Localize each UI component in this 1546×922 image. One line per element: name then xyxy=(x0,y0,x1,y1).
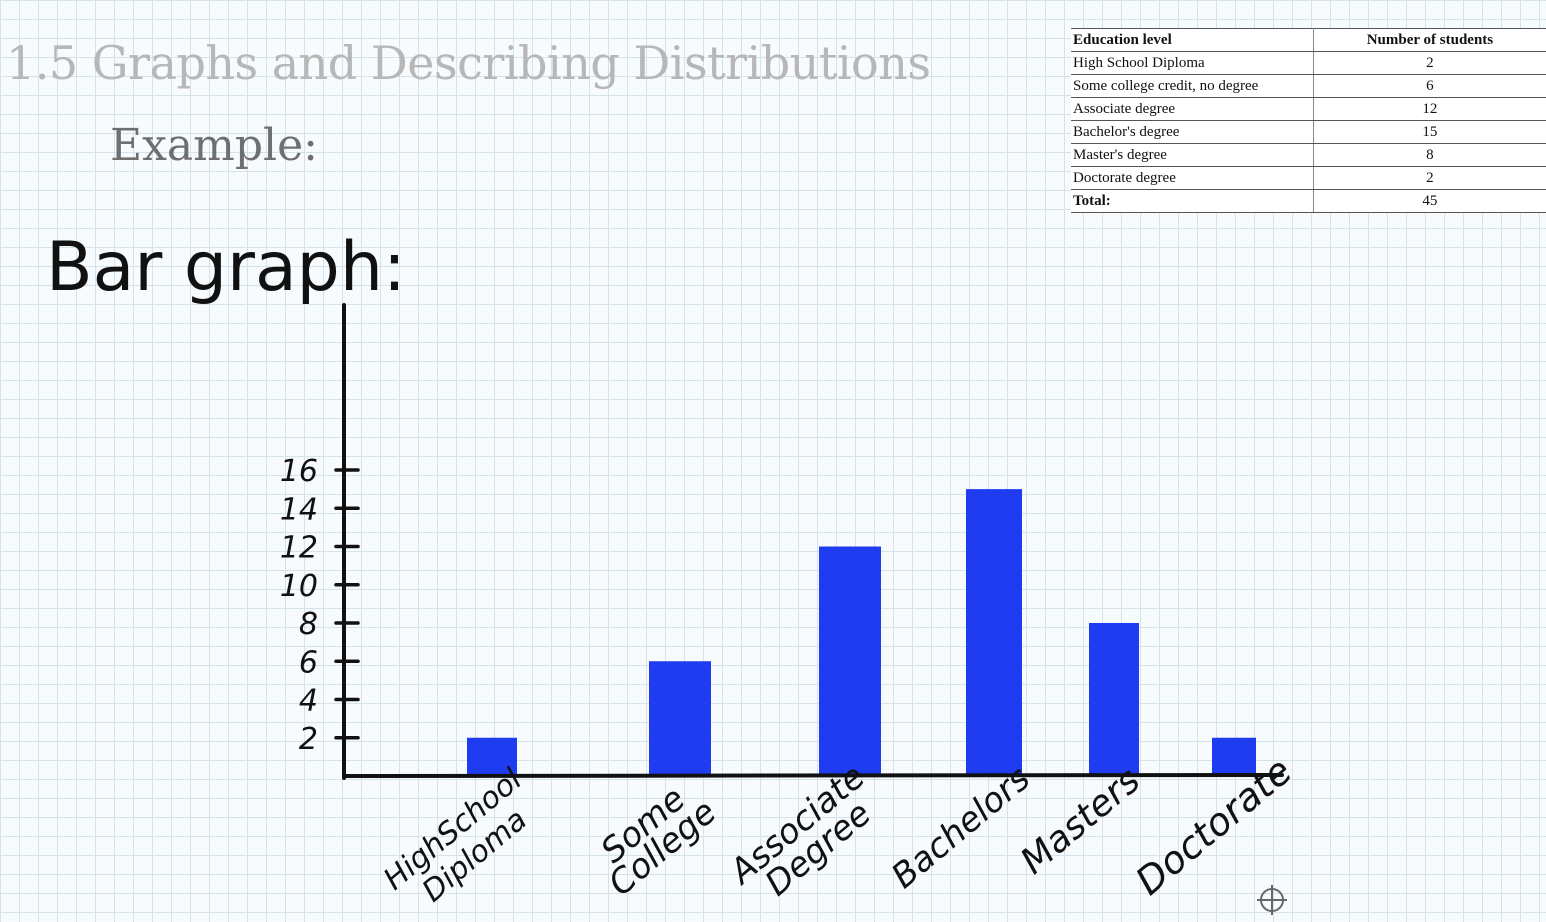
x-axis xyxy=(342,773,1284,778)
x-category-label-line: Masters xyxy=(1013,760,1148,882)
table-cell-level: Doctorate degree xyxy=(1071,166,1314,190)
bar-2 xyxy=(819,546,881,776)
y-tick-label: 6 xyxy=(299,645,318,680)
table-row: Doctorate degree 2 xyxy=(1071,166,1546,190)
table-cell-level: Master's degree xyxy=(1071,143,1314,167)
bar-3 xyxy=(966,489,1022,776)
y-tick-label: 16 xyxy=(280,454,318,489)
table-total-row: Total: 45 xyxy=(1071,189,1546,213)
bar-4 xyxy=(1089,623,1139,776)
y-tick-label: 4 xyxy=(299,684,318,719)
page-title: 1.5 Graphs and Describing Distributions xyxy=(6,36,931,90)
table-cell-level: High School Diploma xyxy=(1071,51,1314,75)
table-total-value: 45 xyxy=(1313,189,1546,213)
table-cell-level: Bachelor's degree xyxy=(1071,120,1314,144)
table-row: Master's degree 8 xyxy=(1071,143,1546,167)
x-category-label: Masters xyxy=(1013,760,1148,882)
crosshair-cursor-icon xyxy=(1257,885,1287,915)
table-total-label: Total: xyxy=(1071,189,1314,213)
y-tick-label: 14 xyxy=(280,492,318,527)
bar-0 xyxy=(467,737,517,776)
x-category-label: Bachelors xyxy=(884,758,1038,896)
table-cell-count: 8 xyxy=(1313,143,1546,167)
table-header-row: Education level Number of students xyxy=(1071,28,1546,52)
table-cell-level: Associate degree xyxy=(1071,97,1314,121)
y-tick-label: 8 xyxy=(299,607,318,642)
table-row: Associate degree 12 xyxy=(1071,97,1546,121)
y-tick-label: 10 xyxy=(280,569,318,604)
education-table: Education level Number of students High … xyxy=(1071,28,1546,213)
x-category-label-line: Bachelors xyxy=(884,758,1038,896)
example-label: Example: xyxy=(110,120,318,171)
y-tick-label: 12 xyxy=(280,531,318,566)
bar-graph-label: Bar graph: xyxy=(46,228,406,307)
y-tick-label: 2 xyxy=(299,722,318,757)
table-cell-count: 2 xyxy=(1313,166,1546,190)
table-row: High School Diploma 2 xyxy=(1071,51,1546,75)
bar-1 xyxy=(649,661,711,776)
table-cell-count: 2 xyxy=(1313,51,1546,75)
bar-5 xyxy=(1212,737,1256,776)
table-cell-count: 12 xyxy=(1313,97,1546,121)
table-row: Bachelor's degree 15 xyxy=(1071,120,1546,144)
